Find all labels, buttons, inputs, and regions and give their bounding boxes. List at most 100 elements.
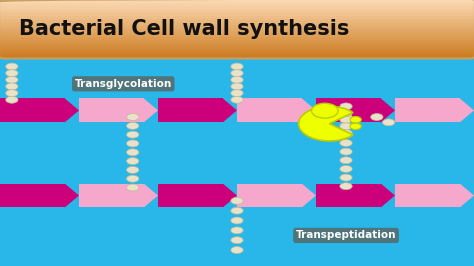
Text: Bacterial Cell wall synthesis: Bacterial Cell wall synthesis: [19, 19, 349, 39]
Bar: [316, 184, 381, 207]
Circle shape: [340, 157, 352, 164]
Circle shape: [231, 76, 243, 83]
Circle shape: [127, 167, 139, 173]
Bar: [158, 184, 223, 207]
Bar: [0, 41, 474, 42]
Bar: [0, 51, 474, 53]
Bar: [395, 98, 460, 122]
Circle shape: [6, 83, 18, 90]
Polygon shape: [144, 98, 158, 122]
Polygon shape: [381, 98, 395, 122]
Circle shape: [340, 114, 352, 120]
Polygon shape: [302, 184, 316, 207]
Bar: [237, 98, 302, 122]
Text: Transglycolation: Transglycolation: [74, 79, 172, 89]
Bar: [0, 184, 65, 207]
Circle shape: [127, 122, 139, 129]
Bar: [0, 34, 474, 35]
Circle shape: [127, 114, 139, 120]
Polygon shape: [460, 98, 474, 122]
Bar: [0, 16, 474, 18]
Bar: [0, 47, 474, 48]
Bar: [0, 15, 474, 16]
Circle shape: [340, 116, 352, 123]
Bar: [0, 20, 474, 22]
Circle shape: [231, 83, 243, 90]
Circle shape: [127, 131, 139, 138]
Bar: [0, 5, 474, 6]
Circle shape: [340, 130, 352, 136]
Polygon shape: [223, 98, 237, 122]
Polygon shape: [65, 184, 79, 207]
Polygon shape: [65, 98, 79, 122]
Circle shape: [231, 96, 243, 103]
Circle shape: [350, 117, 361, 123]
Bar: [0, 7, 474, 9]
Circle shape: [340, 122, 352, 129]
Bar: [0, 57, 474, 59]
Bar: [0, 32, 474, 34]
Bar: [0, 37, 474, 38]
Bar: [0, 48, 474, 50]
Bar: [79, 184, 144, 207]
Circle shape: [231, 63, 243, 70]
Bar: [0, 35, 474, 36]
Text: Transpeptidation: Transpeptidation: [296, 230, 396, 240]
Bar: [0, 28, 474, 29]
Bar: [0, 25, 474, 26]
Circle shape: [127, 149, 139, 156]
Circle shape: [127, 175, 139, 182]
Bar: [158, 98, 223, 122]
Polygon shape: [302, 98, 316, 122]
Circle shape: [340, 103, 352, 110]
Circle shape: [6, 63, 18, 70]
Circle shape: [340, 165, 352, 172]
Bar: [395, 184, 460, 207]
Bar: [0, 23, 474, 25]
Bar: [0, 45, 474, 47]
Bar: [0, 19, 474, 20]
Bar: [0, 50, 474, 51]
Bar: [316, 98, 381, 122]
Bar: [0, 18, 474, 19]
Circle shape: [231, 227, 243, 234]
Bar: [0, 56, 474, 57]
Polygon shape: [460, 184, 474, 207]
Circle shape: [231, 237, 243, 244]
Bar: [237, 184, 302, 207]
Circle shape: [383, 119, 395, 126]
Circle shape: [340, 139, 352, 146]
Circle shape: [231, 247, 243, 253]
Bar: [0, 3, 474, 5]
Bar: [0, 9, 474, 10]
Bar: [0, 22, 474, 23]
Bar: [0, 0, 474, 1]
Bar: [0, 13, 474, 15]
Circle shape: [340, 110, 352, 117]
Circle shape: [231, 70, 243, 77]
Circle shape: [340, 131, 352, 138]
Bar: [0, 44, 474, 45]
Circle shape: [231, 197, 243, 204]
Bar: [0, 6, 474, 7]
Bar: [0, 38, 474, 40]
Circle shape: [231, 217, 243, 224]
Circle shape: [127, 140, 139, 147]
Circle shape: [340, 174, 352, 181]
Bar: [0, 31, 474, 32]
Bar: [0, 54, 474, 56]
Circle shape: [6, 96, 18, 103]
Circle shape: [350, 123, 361, 130]
Circle shape: [127, 158, 139, 165]
Polygon shape: [381, 184, 395, 207]
Bar: [0, 10, 474, 12]
Wedge shape: [299, 106, 353, 141]
Bar: [0, 29, 474, 31]
Bar: [0, 39, 474, 41]
Circle shape: [231, 207, 243, 214]
Circle shape: [6, 70, 18, 77]
Circle shape: [311, 103, 338, 118]
Bar: [79, 98, 144, 122]
Bar: [0, 26, 474, 28]
Circle shape: [231, 90, 243, 97]
